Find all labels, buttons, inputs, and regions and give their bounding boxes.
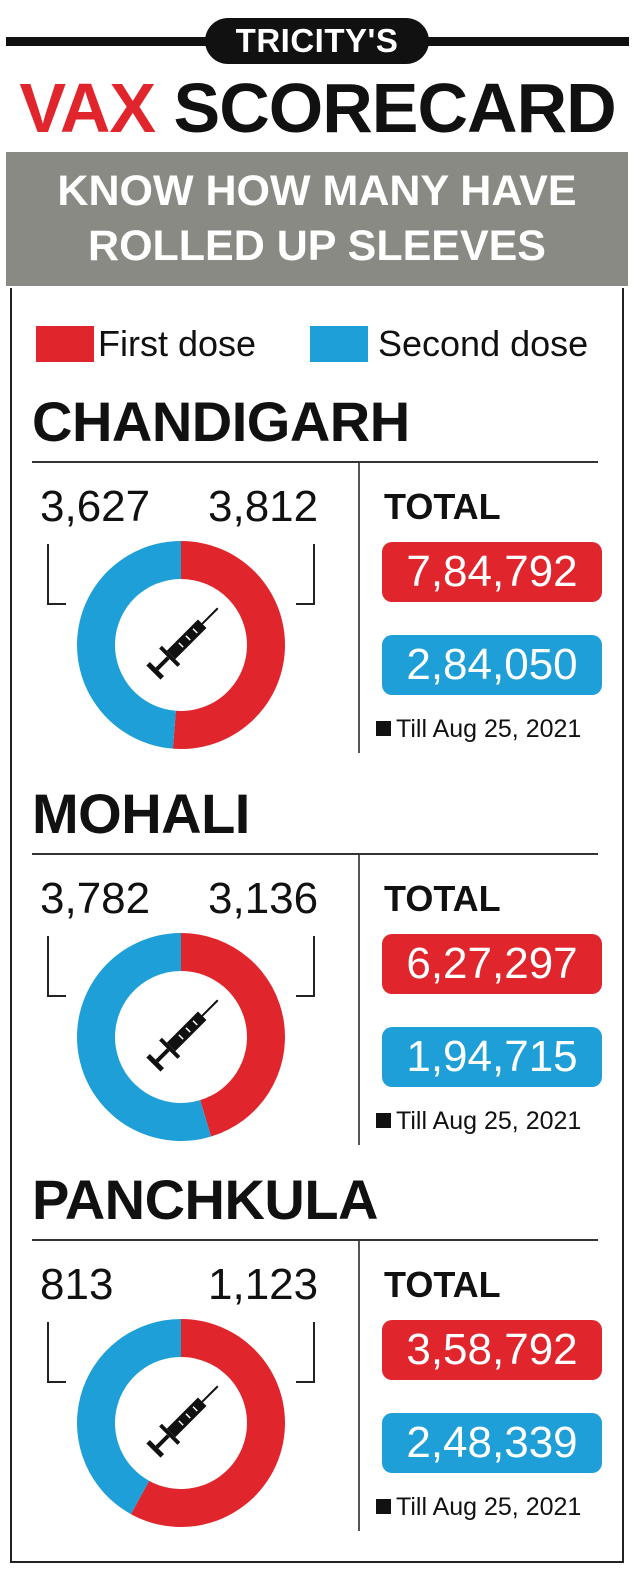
legend-first-label: First dose xyxy=(98,323,257,364)
square-bullet-icon xyxy=(376,1499,391,1514)
subtitle-line-1: KNOW HOW MANY HAVE xyxy=(57,167,577,215)
legend-first-swatch xyxy=(36,326,94,362)
second-dose-slice xyxy=(77,1319,181,1515)
total-first-dose: 3,58,792 xyxy=(382,1320,602,1380)
right-leader-line xyxy=(296,936,315,997)
date-note: Till Aug 25, 2021 xyxy=(376,1492,581,1522)
city-name: PANCHKULA xyxy=(32,1168,379,1231)
second-dose-slice xyxy=(77,541,181,749)
date-note: Till Aug 25, 2021 xyxy=(376,714,581,744)
section-rule xyxy=(32,853,598,855)
section-divider xyxy=(358,1241,360,1531)
subtitle-banner: KNOW HOW MANY HAVE ROLLED UP SLEEVES xyxy=(6,152,628,286)
syringe-icon xyxy=(146,607,219,680)
subtitle-line-2: ROLLED UP SLEEVES xyxy=(88,222,546,270)
total-label: TOTAL xyxy=(384,878,501,919)
header-tag: TRICITY'S xyxy=(205,18,429,64)
first-dose-slice xyxy=(181,933,286,1137)
right-leader-line xyxy=(296,544,315,605)
syringe-icon xyxy=(146,999,219,1072)
first-dose-value: 3,812 xyxy=(208,482,319,531)
section-divider xyxy=(358,463,360,753)
city-name: MOHALI xyxy=(32,782,250,845)
left-leader-line xyxy=(47,936,66,997)
section-divider xyxy=(358,855,360,1145)
square-bullet-icon xyxy=(376,721,391,736)
total-label: TOTAL xyxy=(384,1264,501,1305)
first-dose-value: 3,136 xyxy=(208,874,319,923)
second-dose-value: 3,782 xyxy=(40,874,151,923)
first-dose-value: 1,123 xyxy=(208,1260,319,1309)
page-title: VAX SCORECARD xyxy=(0,66,635,150)
second-dose-slice xyxy=(77,933,212,1141)
date-note: Till Aug 25, 2021 xyxy=(376,1106,581,1136)
total-second-dose: 2,48,339 xyxy=(382,1413,602,1473)
first-dose-slice xyxy=(130,1319,286,1527)
date-note-text: Till Aug 25, 2021 xyxy=(396,715,582,743)
section-rule xyxy=(32,1239,598,1241)
total-first-dose: 7,84,792 xyxy=(382,542,602,602)
legend-second-label: Second dose xyxy=(378,323,589,364)
total-second-dose: 2,84,050 xyxy=(382,635,602,695)
left-leader-line xyxy=(47,544,66,605)
legend-second-swatch xyxy=(310,326,368,362)
second-dose-value: 3,627 xyxy=(40,482,151,531)
second-dose-value: 813 xyxy=(40,1260,114,1309)
city-name: CHANDIGARH xyxy=(32,390,410,453)
date-note-text: Till Aug 25, 2021 xyxy=(396,1107,582,1135)
first-dose-slice xyxy=(172,541,286,749)
date-note-text: Till Aug 25, 2021 xyxy=(396,1493,582,1521)
total-first-dose: 6,27,297 xyxy=(382,934,602,994)
title-dark: SCORECARD xyxy=(173,69,617,147)
square-bullet-icon xyxy=(376,1113,391,1128)
syringe-icon xyxy=(146,1385,219,1458)
total-label: TOTAL xyxy=(384,486,501,527)
left-leader-line xyxy=(47,1322,66,1383)
total-second-dose: 1,94,715 xyxy=(382,1027,602,1087)
section-rule xyxy=(32,461,598,463)
right-leader-line xyxy=(296,1322,315,1383)
title-red: VAX xyxy=(19,69,156,147)
